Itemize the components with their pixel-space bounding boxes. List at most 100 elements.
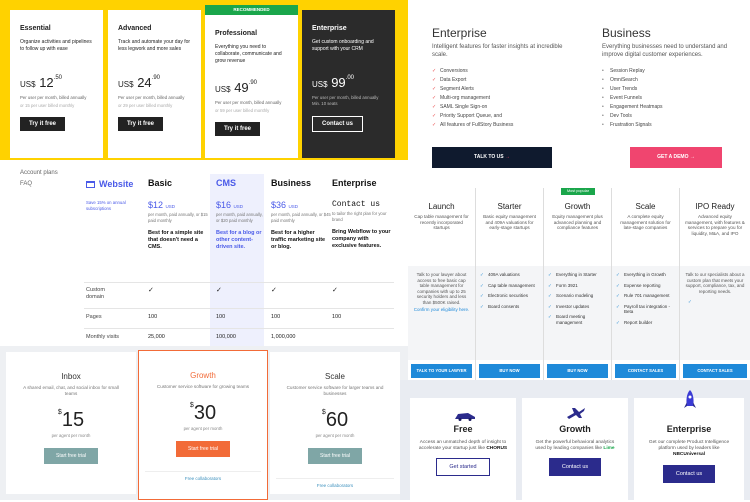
- col-title: Enterprise: [332, 178, 377, 188]
- plan-title: Business: [602, 26, 651, 40]
- eligibility-link[interactable]: Confirm your eligibility here.: [413, 307, 470, 312]
- get-a-demo-button[interactable]: GET A DEMO →: [630, 147, 722, 168]
- feature-text: Talk to your lawyer about access to free…: [416, 272, 467, 305]
- pricing-panel-helpdesk: Inbox A shared email, chat, and social i…: [0, 346, 408, 500]
- plan-note: Per user per month, billed annually: [20, 95, 87, 100]
- cell-value: 1,000,000: [271, 334, 296, 340]
- brand-website: Website: [86, 179, 133, 189]
- feature-item: ✓ Everything in Growth: [616, 272, 666, 277]
- plan-name: Growth: [190, 371, 216, 380]
- check-icon: ✓: [432, 122, 437, 128]
- col-price: $16 USD: [216, 200, 244, 210]
- plan-sub: Intelligent features for faster insights…: [432, 44, 563, 58]
- plan-card-free: Free Access an unmatched depth of insigh…: [410, 398, 516, 502]
- start-free-trial-button[interactable]: Start free trial: [43, 448, 98, 464]
- check-icon: ✓: [616, 319, 620, 325]
- col-feature: Best for a simple site that doesn't need…: [148, 230, 204, 250]
- col-price: Contact us: [332, 200, 381, 209]
- contact-sales-button[interactable]: CONTACT SALES: [615, 364, 676, 378]
- bullet-icon: •: [602, 68, 604, 74]
- plan-name: Advanced: [118, 25, 152, 32]
- plan-desc: Customer service software for growing te…: [156, 384, 250, 389]
- plan-name: Growth: [564, 202, 591, 211]
- feature-item: ✓ Conversions: [432, 68, 468, 74]
- talk-to-your-lawyer-button[interactable]: TALK TO YOUR LAWYER: [411, 364, 472, 378]
- check-icon: ✓: [616, 282, 620, 288]
- plan-name: Launch: [428, 202, 455, 211]
- plan-name: Scale: [324, 372, 345, 381]
- plan-desc: Everything you need to collaborate, comm…: [215, 44, 282, 64]
- side-link-faq[interactable]: FAQ: [20, 181, 33, 187]
- contact-us-button[interactable]: Contact us: [312, 116, 364, 132]
- col-feature: Bring Webflow to your company with exclu…: [332, 229, 391, 249]
- check-icon: ✓: [548, 272, 552, 277]
- start-free-trial-button[interactable]: Start free trial: [175, 441, 230, 457]
- plan-business: Business Everything businesses need to u…: [602, 26, 732, 130]
- cell-value: 100: [332, 314, 342, 320]
- bullet-icon: •: [602, 95, 604, 101]
- cell-value: 100: [148, 314, 158, 320]
- bullet-icon: •: [602, 122, 604, 128]
- brand-logo-nbcuniversal: NBCUniversal: [673, 452, 705, 458]
- check-icon: ✓: [616, 293, 620, 298]
- plan-col-scale: Scale A complete equity management solut…: [612, 188, 680, 380]
- cell-value: 100,000: [216, 334, 236, 340]
- try-it-free-button[interactable]: Try it free: [118, 117, 164, 131]
- buy-now-button[interactable]: BUY NOW: [479, 364, 540, 378]
- talk-to-us-button[interactable]: TALK TO US →: [432, 147, 552, 168]
- recommended-badge: RECOMMENDED: [205, 5, 298, 15]
- check-icon: ✓: [148, 287, 154, 294]
- row-label: Pages: [86, 314, 102, 320]
- bullet-icon: •: [602, 113, 604, 119]
- check-icon: ✓: [548, 303, 552, 309]
- try-it-free-button[interactable]: Try it free: [20, 117, 66, 131]
- feature-item: ✓ Rule 701 management: [616, 293, 670, 298]
- col-billing: per month, paid annually, or $45 paid mo…: [271, 212, 331, 223]
- col-price: $12 USD: [148, 200, 176, 210]
- feature-item: • Session Replay: [602, 68, 645, 74]
- plan-desc: A shared email, chat, and social inbox f…: [23, 385, 119, 396]
- col-feature: Best for a blog or other content-driven …: [216, 230, 262, 250]
- feature-item: • User Trends: [602, 86, 638, 92]
- contact-us-button[interactable]: Contact us: [662, 464, 716, 483]
- try-it-free-button[interactable]: Try it free: [215, 122, 261, 136]
- feature-item: ✓ Investor updates: [548, 303, 590, 309]
- plan-desc: Organize activities and pipelines to fol…: [20, 39, 92, 52]
- plan-name: Essential: [20, 25, 51, 32]
- start-free-trial-button[interactable]: Start free trial: [307, 448, 362, 464]
- feature-item: ✓ Report builder: [616, 319, 653, 325]
- plan-note: Per user per month, billed annually: [118, 95, 185, 100]
- feature-item: ✓ Data Export: [432, 77, 467, 83]
- arrow-right-icon: →: [504, 154, 510, 160]
- plan-desc: Customer service software for larger tea…: [286, 385, 384, 396]
- plan-card-enterprise: Enterprise Get our complete Product Inte…: [634, 390, 744, 502]
- plan-price: $15: [57, 409, 85, 431]
- feature-item: ✓ Segment Alerts: [432, 86, 474, 92]
- contact-sales-button[interactable]: CONTACT SALES: [683, 364, 747, 378]
- free-collaborators-link[interactable]: Free collaborators: [145, 471, 261, 481]
- bullet-icon: •: [602, 104, 604, 110]
- contact-us-button[interactable]: Contact us: [548, 458, 602, 477]
- free-collaborators-link[interactable]: Free collaborators: [276, 478, 394, 488]
- plan-desc: Basic equity management and 409A valuati…: [483, 214, 536, 231]
- get-started-button[interactable]: Get started: [436, 458, 490, 477]
- col-price: $36 USD: [271, 200, 299, 210]
- check-icon: ✓: [432, 77, 437, 83]
- row-custom-domain: Custom domain ✓ ✓ ✓ ✓: [84, 282, 394, 302]
- feature-item: • Event Funnels: [602, 95, 642, 101]
- side-link-account-plans[interactable]: Account plans: [20, 170, 58, 176]
- bullet-icon: •: [602, 86, 604, 92]
- plan-card-professional: Professional Everything you need to coll…: [205, 15, 298, 158]
- arrow-right-icon: →: [689, 154, 695, 160]
- plan-card-inbox: Inbox A shared email, chat, and social i…: [6, 352, 136, 494]
- feature-text: Talk to our specialists about a custom p…: [685, 272, 745, 294]
- check-icon: ✓: [480, 293, 484, 298]
- pricing-panel-carta: Launch Cap table management for recently…: [408, 188, 750, 380]
- plan-card-scale: Scale Customer service software for larg…: [270, 352, 400, 494]
- feature-item: • OmniSearch: [602, 77, 638, 83]
- feature-item: • Engagement Heatmaps: [602, 104, 663, 110]
- plan-note-monthly: or 15 per user billed monthly: [20, 103, 75, 108]
- buy-now-button[interactable]: BUY NOW: [547, 364, 608, 378]
- row-label: Custom domain: [86, 287, 105, 300]
- check-icon: ✓: [432, 113, 437, 119]
